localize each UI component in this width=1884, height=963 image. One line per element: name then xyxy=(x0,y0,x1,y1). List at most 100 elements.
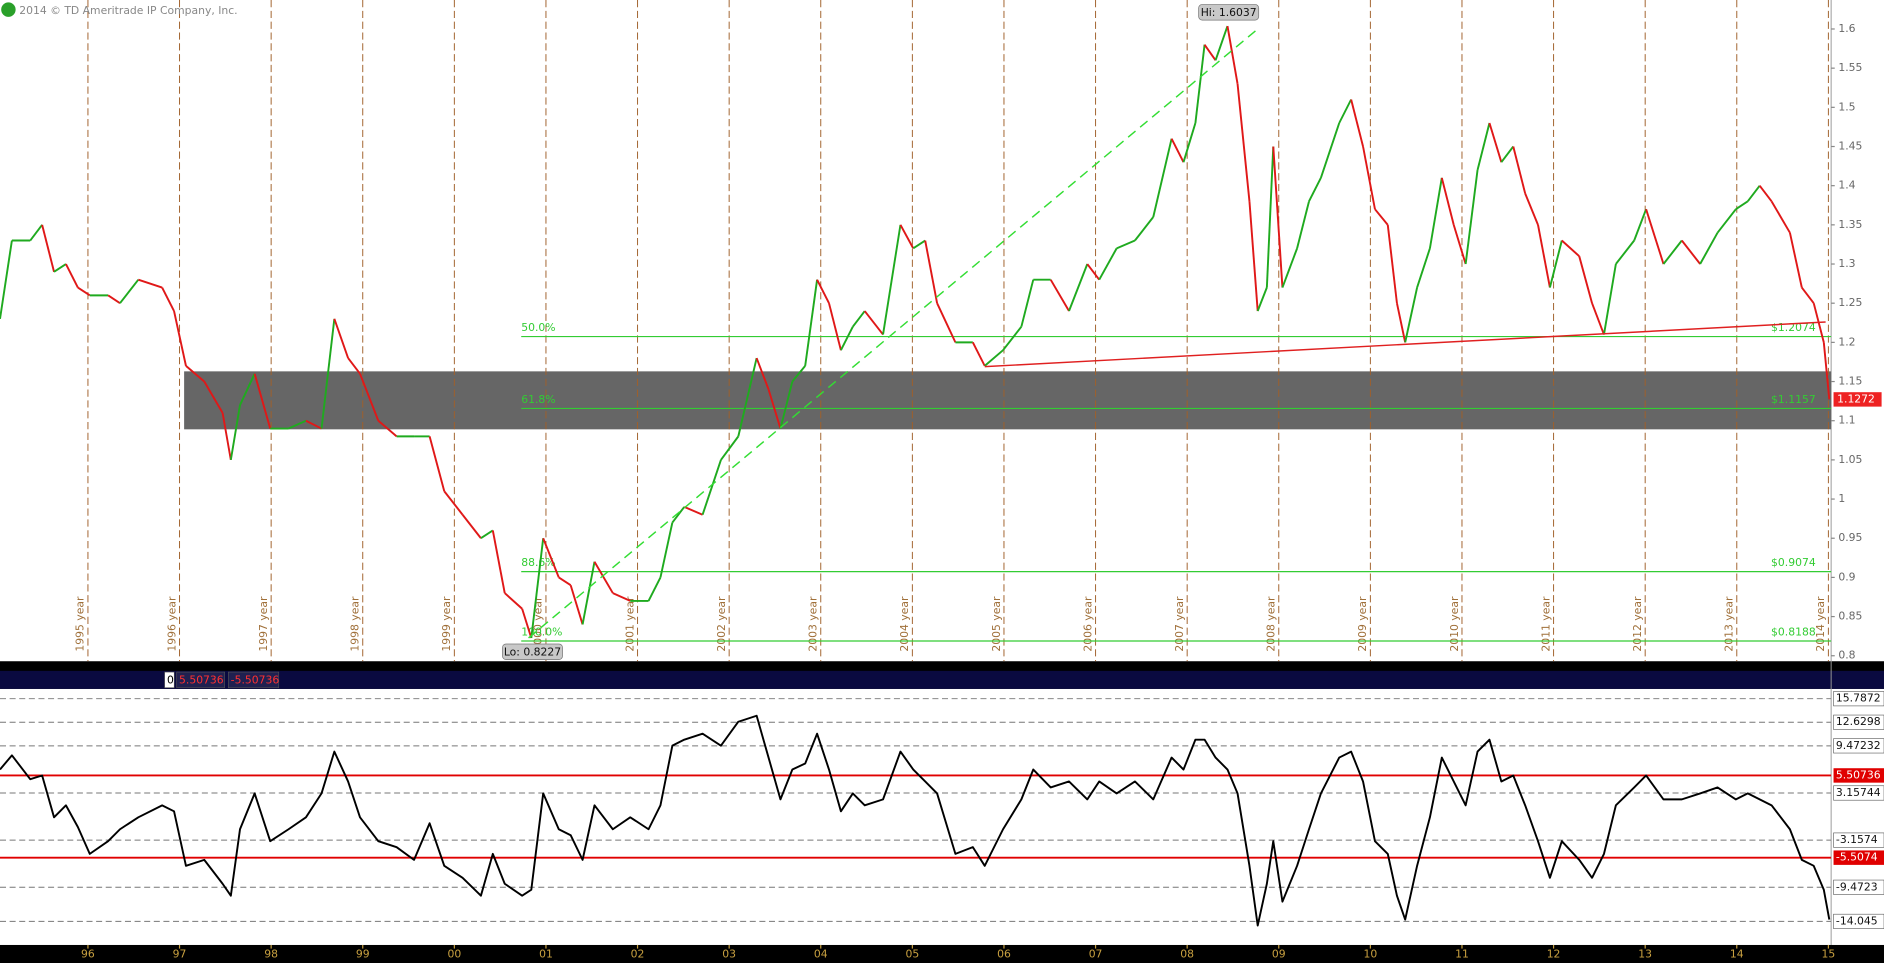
y-tick-box xyxy=(1833,913,1884,929)
y-tick-label: 15.7872 xyxy=(1836,692,1881,705)
fib-price: $0.8188 xyxy=(1771,626,1816,639)
x-tick-label: 09 xyxy=(1272,948,1286,961)
low-label: Lo: 0.8227 xyxy=(504,645,561,658)
header-box xyxy=(176,671,225,688)
level-box xyxy=(1833,850,1884,865)
price-segment xyxy=(1395,302,1407,343)
level-label: -5.5074 xyxy=(1836,851,1878,864)
year-label: 2008 year xyxy=(1265,596,1278,652)
y-tick-label: -9.4723 xyxy=(1836,880,1878,893)
y-tick-label: 0.85 xyxy=(1838,610,1862,623)
price-segment xyxy=(659,522,674,578)
price-segment xyxy=(53,263,67,273)
price-segment xyxy=(1281,248,1298,288)
x-tick-label: 15 xyxy=(1822,948,1836,961)
price-segment xyxy=(1681,239,1701,265)
price-segment xyxy=(161,287,175,312)
price-segment xyxy=(1416,248,1431,288)
year-label: 2013 year xyxy=(1723,596,1736,652)
fib-name: 50.0% xyxy=(521,321,555,334)
y-tick-label: 1.35 xyxy=(1838,218,1862,231)
price-segment xyxy=(1476,122,1491,171)
price-segment xyxy=(1226,25,1239,84)
header-box xyxy=(227,671,280,688)
price-segment xyxy=(333,318,349,359)
y-tick-label: 0.8 xyxy=(1838,649,1855,662)
x-tick-label: 10 xyxy=(1363,948,1377,961)
price-segment xyxy=(558,576,572,587)
header-value: 5.50736 xyxy=(179,673,224,686)
year-label: 2002 year xyxy=(715,596,728,652)
price-segment xyxy=(107,294,121,305)
price-segment xyxy=(852,310,866,328)
x-tick-label: 01 xyxy=(539,948,553,961)
price-segment xyxy=(899,224,915,249)
price-segment xyxy=(288,419,307,430)
price-segment xyxy=(119,279,140,304)
trendline xyxy=(528,30,1257,639)
x-tick-label: 98 xyxy=(264,948,278,961)
price-chart: 1995 year 1996 year 1997 year 1998 year 1999… xyxy=(0,0,1882,662)
y-tick-label: 1.45 xyxy=(1838,140,1862,153)
price-segment xyxy=(737,357,758,437)
x-tick-label: 06 xyxy=(997,948,1011,961)
y-tick-label: 1.3 xyxy=(1838,257,1855,270)
price-segment xyxy=(1770,200,1791,234)
y-tick-label: 12.6298 xyxy=(1836,715,1881,728)
x-tick-label: 07 xyxy=(1089,948,1103,961)
support-zone xyxy=(184,371,1832,430)
y-tick-label: -3.1574 xyxy=(1836,833,1878,846)
y-tick-label: 1.4 xyxy=(1838,179,1855,192)
y-tick-label: 1 xyxy=(1838,492,1845,505)
price-segment xyxy=(1203,44,1217,61)
y-tick-label: 0.95 xyxy=(1838,531,1862,544)
x-tick-label: 96 xyxy=(81,948,95,961)
y-tick-label: 9.47232 xyxy=(1836,739,1881,752)
price-segment xyxy=(1561,239,1580,257)
y-tick-label: -14.045 xyxy=(1836,914,1878,927)
year-label: 2009 year xyxy=(1356,596,1369,652)
price-segment xyxy=(480,529,494,540)
price-segment xyxy=(29,224,43,242)
price-segment xyxy=(1512,146,1527,194)
high-box xyxy=(1198,4,1260,21)
price-segment xyxy=(779,381,794,429)
price-segment xyxy=(320,318,336,429)
y-tick-box xyxy=(1833,785,1884,801)
last-value-label: 1.1272 xyxy=(1837,392,1875,405)
logo-icon xyxy=(1,2,16,17)
y-tick-box xyxy=(1833,691,1884,707)
price-segment xyxy=(1699,232,1719,265)
x-tick-label: 00 xyxy=(447,948,461,961)
price-segment xyxy=(840,326,854,351)
price-segment xyxy=(1440,177,1455,226)
y-tick-label: 1.5 xyxy=(1838,100,1855,113)
price-segment xyxy=(1464,169,1479,265)
price-segment xyxy=(377,419,398,438)
price-segment xyxy=(791,365,806,383)
price-segment xyxy=(1500,145,1515,163)
fib-price: $1.1157 xyxy=(1771,393,1816,406)
year-label: 2005 year xyxy=(990,596,1003,652)
price-segment xyxy=(1170,138,1185,163)
price-segment xyxy=(755,357,770,390)
price-segment xyxy=(1374,208,1389,226)
price-segment xyxy=(203,381,224,414)
price-segment xyxy=(542,537,560,578)
y-tick-label: 0.9 xyxy=(1838,570,1855,583)
price-segment xyxy=(647,576,662,602)
price-segment xyxy=(1591,302,1605,335)
price-segment xyxy=(1404,287,1419,343)
price-segment xyxy=(239,373,256,406)
copyright: 2014 © TD Ameritrade IP Company, Inc. xyxy=(19,4,237,17)
price-segment xyxy=(1068,263,1089,312)
price-segment xyxy=(0,240,13,320)
x-tick-label: 03 xyxy=(722,948,736,961)
y-tick-label: 1.6 xyxy=(1838,22,1855,35)
year-label: 2004 year xyxy=(898,596,911,652)
price-segment xyxy=(720,435,740,461)
year-label: 2006 year xyxy=(1081,596,1094,652)
price-segment xyxy=(305,419,322,430)
